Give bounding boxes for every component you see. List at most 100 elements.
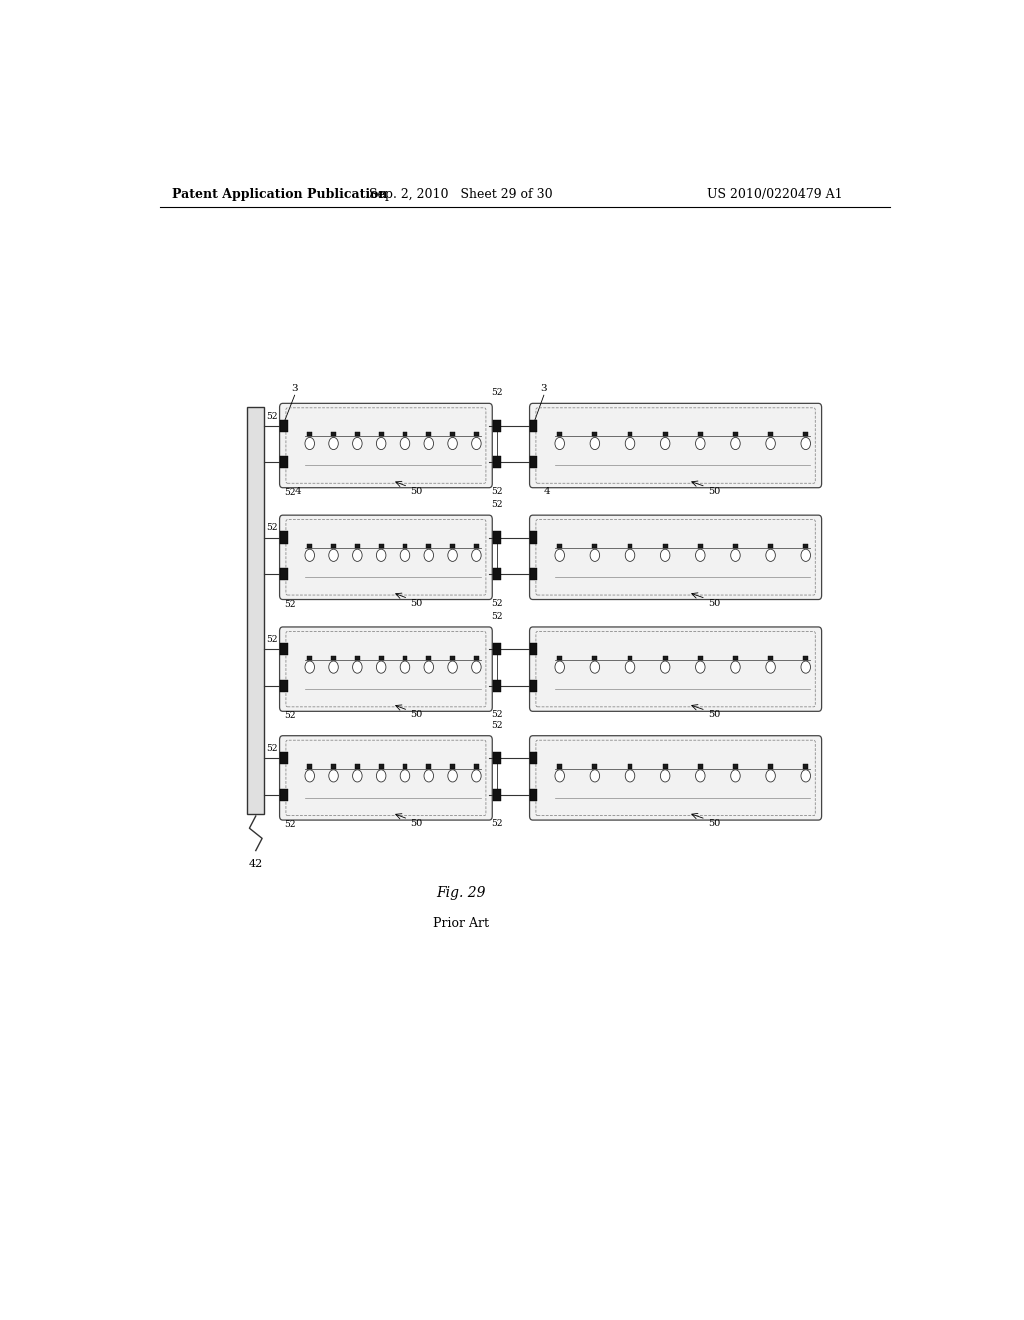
Circle shape: [377, 437, 386, 450]
Text: 50: 50: [411, 710, 423, 719]
Bar: [331, 544, 336, 548]
Circle shape: [801, 437, 811, 450]
Circle shape: [472, 770, 481, 781]
Bar: [379, 544, 384, 548]
Circle shape: [377, 661, 386, 673]
Circle shape: [400, 437, 410, 450]
Bar: [474, 656, 479, 660]
FancyBboxPatch shape: [280, 404, 493, 487]
Bar: [426, 432, 431, 437]
Text: Fig. 29: Fig. 29: [436, 886, 486, 900]
FancyBboxPatch shape: [529, 515, 821, 599]
Bar: [628, 656, 633, 660]
Circle shape: [555, 549, 564, 561]
Text: 52: 52: [265, 524, 278, 532]
Bar: [557, 432, 562, 437]
Circle shape: [424, 549, 433, 561]
Bar: [663, 432, 668, 437]
Text: 52: 52: [492, 612, 503, 620]
Circle shape: [352, 437, 362, 450]
Text: 52: 52: [492, 721, 503, 730]
Bar: [593, 432, 597, 437]
Bar: [474, 764, 479, 768]
Bar: [494, 457, 501, 469]
Bar: [281, 680, 288, 692]
Text: 42: 42: [249, 859, 263, 869]
Circle shape: [695, 661, 706, 673]
Circle shape: [590, 661, 600, 673]
Circle shape: [626, 661, 635, 673]
FancyBboxPatch shape: [529, 627, 821, 711]
Circle shape: [590, 549, 600, 561]
Circle shape: [447, 549, 458, 561]
Bar: [663, 656, 668, 660]
FancyBboxPatch shape: [529, 404, 821, 487]
Circle shape: [400, 661, 410, 673]
Text: 52: 52: [492, 598, 503, 607]
Bar: [451, 544, 455, 548]
Bar: [494, 568, 501, 581]
Circle shape: [626, 549, 635, 561]
Text: 52: 52: [265, 635, 278, 644]
Circle shape: [424, 661, 433, 673]
Circle shape: [731, 770, 740, 781]
Bar: [426, 544, 431, 548]
Circle shape: [626, 770, 635, 781]
Bar: [698, 656, 702, 660]
Text: 52: 52: [285, 599, 296, 609]
Circle shape: [660, 770, 670, 781]
Circle shape: [352, 770, 362, 781]
Bar: [494, 788, 501, 801]
Circle shape: [447, 661, 458, 673]
Bar: [307, 544, 312, 548]
Circle shape: [590, 770, 600, 781]
Circle shape: [801, 661, 811, 673]
Bar: [281, 457, 288, 469]
Circle shape: [626, 437, 635, 450]
Bar: [402, 656, 408, 660]
Bar: [530, 457, 538, 469]
Circle shape: [352, 661, 362, 673]
Bar: [331, 432, 336, 437]
Text: 52: 52: [492, 487, 503, 496]
Bar: [281, 788, 288, 801]
Bar: [530, 788, 538, 801]
Circle shape: [766, 770, 775, 781]
Text: 50: 50: [411, 487, 423, 496]
Bar: [494, 752, 501, 764]
Bar: [402, 544, 408, 548]
Bar: [733, 432, 738, 437]
Bar: [474, 544, 479, 548]
Bar: [451, 432, 455, 437]
Bar: [733, 656, 738, 660]
Circle shape: [555, 661, 564, 673]
Bar: [530, 680, 538, 692]
Circle shape: [305, 437, 314, 450]
Bar: [628, 764, 633, 768]
Circle shape: [447, 437, 458, 450]
Bar: [663, 544, 668, 548]
Bar: [733, 764, 738, 768]
Text: 4: 4: [295, 487, 301, 496]
Bar: [402, 432, 408, 437]
Bar: [355, 544, 359, 548]
Bar: [628, 544, 633, 548]
Bar: [426, 764, 431, 768]
Text: 52: 52: [492, 818, 503, 828]
Text: 52: 52: [265, 412, 278, 421]
Bar: [451, 656, 455, 660]
Bar: [379, 432, 384, 437]
Text: 52: 52: [492, 710, 503, 719]
Circle shape: [766, 437, 775, 450]
Bar: [698, 432, 702, 437]
Circle shape: [305, 770, 314, 781]
FancyBboxPatch shape: [280, 627, 493, 711]
Circle shape: [695, 549, 706, 561]
Circle shape: [766, 549, 775, 561]
Bar: [628, 432, 633, 437]
Circle shape: [329, 770, 338, 781]
Bar: [281, 532, 288, 544]
Text: 50: 50: [411, 818, 423, 828]
Bar: [698, 764, 702, 768]
Bar: [494, 420, 501, 432]
